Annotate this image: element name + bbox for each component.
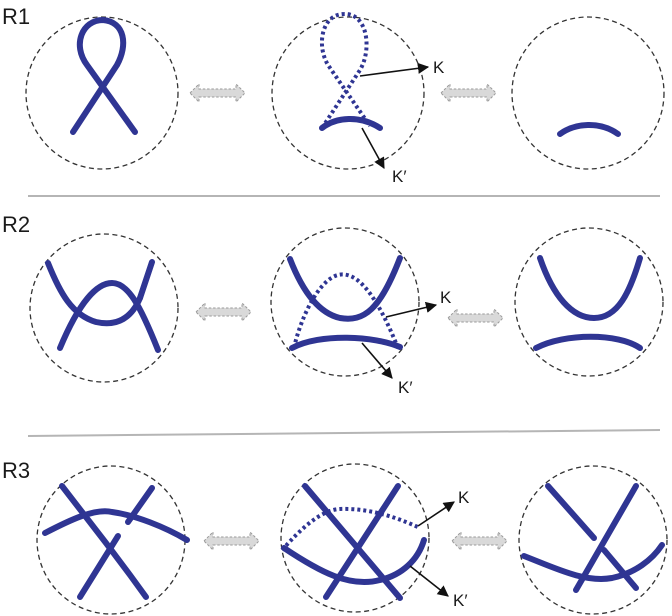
r2-panel-middle: K K′ — [270, 227, 452, 397]
label-k: K — [433, 58, 445, 77]
label-k-prime: K′ — [398, 378, 413, 397]
row-divider — [27, 429, 661, 437]
knot-strand — [70, 17, 138, 135]
r1-panel-middle: K K′ — [271, 11, 445, 186]
r1-panel-before — [25, 16, 179, 170]
knot-strand-diagonal — [59, 483, 149, 600]
r2-panel-after — [514, 227, 664, 377]
disc-boundary — [271, 16, 425, 170]
disc-boundary — [36, 465, 186, 615]
disc-boundary — [514, 227, 664, 377]
equivalence-arrow-icon — [195, 301, 252, 323]
label-k: K — [440, 288, 452, 307]
knot-strand — [557, 122, 621, 137]
row-label-r3: R3 — [2, 458, 30, 483]
equivalence-arrow-icon — [447, 307, 504, 329]
knot-strand-diagonal — [545, 483, 597, 541]
knot-strand-diagonal — [573, 483, 639, 593]
knot-strand-upper — [537, 255, 643, 321]
disc-boundary — [25, 16, 179, 170]
knot-strand-upper — [287, 255, 403, 322]
row-r1: R1 K K′ — [2, 4, 665, 186]
pointer-arrow — [417, 501, 455, 527]
knot-strand-k-prime — [281, 537, 427, 586]
equivalence-arrow-icon — [451, 530, 508, 552]
pointer-arrow — [409, 565, 449, 597]
knot-strand-k-prime — [289, 334, 403, 351]
disc-boundary — [518, 465, 668, 615]
label-k: K — [458, 488, 470, 507]
knot-strand-horizontal — [521, 542, 665, 582]
knot-strand-k-prime — [319, 116, 383, 131]
r1-panel-after — [511, 16, 665, 170]
label-k-prime: K′ — [392, 167, 407, 186]
knot-strand-horizontal — [42, 508, 190, 543]
removed-loop-k — [319, 11, 372, 130]
knot-strand-lower — [57, 280, 161, 353]
pointer-arrow — [385, 301, 438, 318]
label-k-prime: K′ — [453, 591, 468, 610]
disc-boundary — [511, 16, 665, 170]
r2-panel-before — [29, 233, 179, 383]
r3-panel-before — [36, 465, 190, 615]
disc-boundary — [280, 463, 430, 613]
row-label-r1: R1 — [2, 4, 30, 29]
knot-strand-upper — [45, 260, 143, 327]
pointer-arrow — [361, 127, 385, 169]
removed-arc-k — [292, 272, 400, 349]
knot-strand-diagonal — [601, 547, 639, 591]
r3-panel-after — [518, 465, 668, 615]
disc-boundary — [270, 227, 420, 377]
removed-arc-k — [280, 506, 421, 552]
pointer-arrow — [361, 342, 393, 379]
row-r2: R2 K K′ — [2, 212, 664, 397]
equivalence-arrow-icon — [189, 82, 246, 104]
pointer-arrow — [359, 62, 430, 77]
disc-boundary — [29, 233, 179, 383]
row-label-r2: R2 — [2, 212, 30, 237]
row-r3: R3 K K′ — [2, 458, 668, 615]
equivalence-arrow-icon — [203, 530, 260, 552]
knot-strand-diagonal — [77, 533, 121, 600]
r3-panel-middle: K K′ — [280, 463, 470, 613]
knot-strand-lower — [533, 333, 643, 351]
equivalence-arrow-icon — [440, 82, 497, 104]
knot-strand-upper-left-stub — [137, 259, 155, 301]
